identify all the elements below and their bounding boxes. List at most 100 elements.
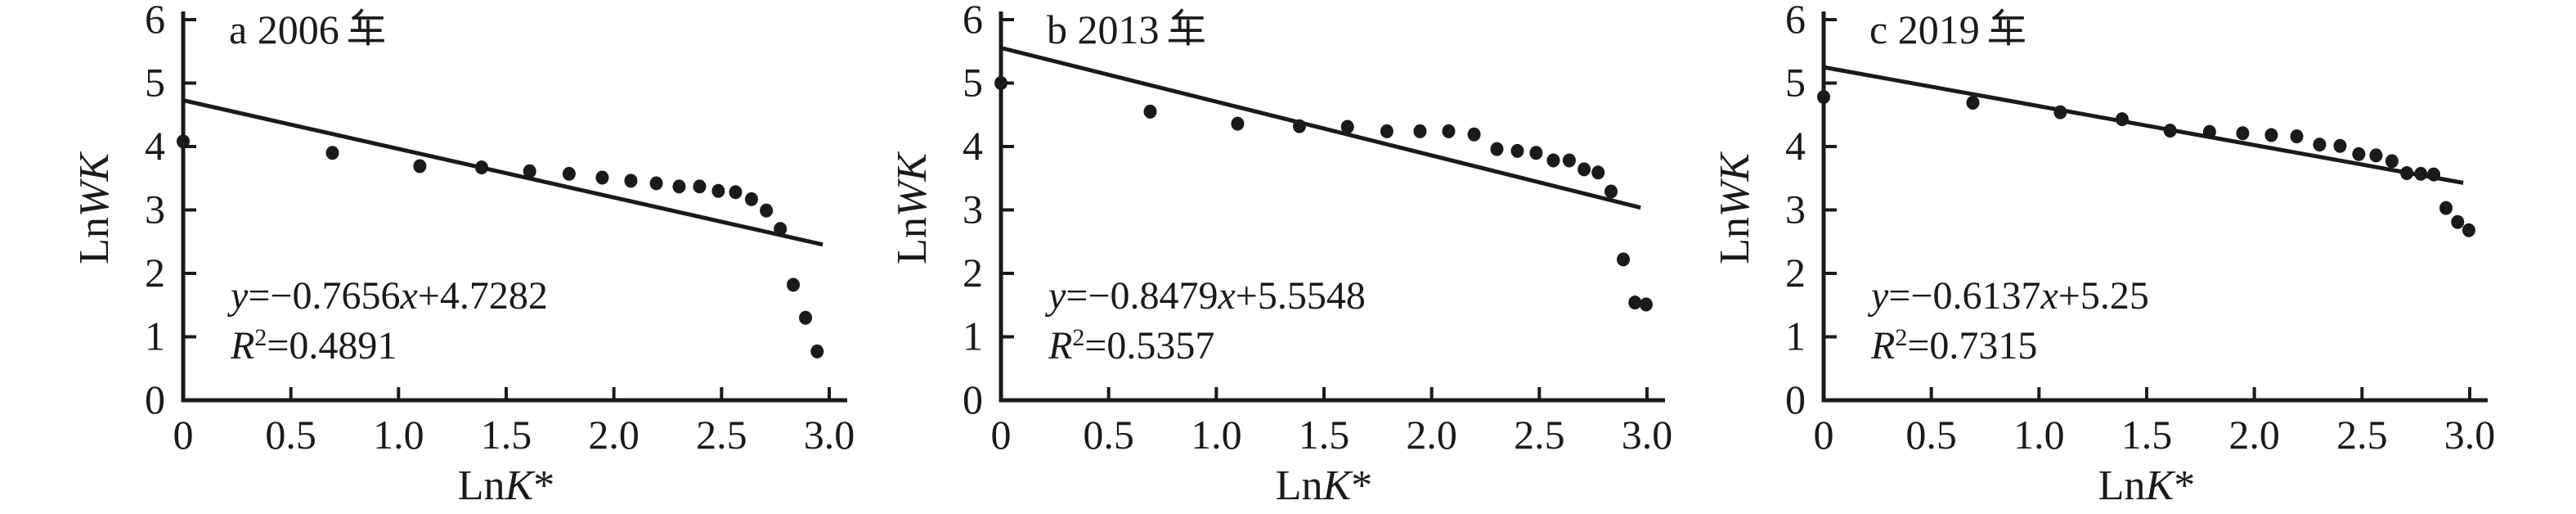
x-tick-label: 0.5 (1083, 412, 1134, 458)
x-tick-label: 2.5 (2336, 412, 2388, 458)
y-tick-label: 2 (145, 250, 165, 295)
x-axis-label: LnK* (458, 462, 554, 509)
data-point (1380, 124, 1393, 138)
year-glyph-strokes (1168, 8, 1205, 46)
data-point (787, 277, 801, 292)
data-point (1577, 162, 1591, 177)
y-tick-label: 6 (963, 0, 983, 42)
data-point (1413, 124, 1427, 138)
data-point (774, 222, 788, 237)
y-tick-label: 4 (963, 123, 983, 169)
panel-title: b 2013 (1047, 7, 1160, 52)
x-tick-label: 1.5 (1299, 412, 1350, 458)
data-point (2385, 154, 2399, 169)
y-tick-label: 2 (1785, 250, 1806, 295)
x-tick-label: 1.5 (481, 412, 532, 458)
r-squared-label: R2=0.5357 (1048, 324, 1214, 367)
x-tick-label: 2.0 (1406, 412, 1457, 458)
y-axis-label: LnWK (1717, 151, 1758, 264)
data-point (2439, 201, 2453, 215)
data-point (1340, 119, 1354, 134)
data-point (2369, 148, 2383, 163)
data-point (810, 344, 824, 358)
y-tick-label: 1 (145, 313, 165, 359)
data-point (523, 164, 536, 178)
year-character-glyph (1989, 8, 2025, 46)
year-character-glyph (1168, 8, 1205, 46)
chart-2013-svg: 0 0.5 1.0 1.5 2.0 2.5 3.0 0 1 2 3 4 5 6 LnK* LnWK b 2013… (889, 0, 1673, 509)
data-point (325, 146, 339, 160)
equation-label: y=−0.7656x+4.7282 (227, 274, 548, 318)
data-point (2264, 128, 2278, 142)
data-point (1529, 146, 1543, 160)
x-tick-label: 3.0 (804, 412, 855, 458)
panel-2006: 0 0.5 1.0 1.5 2.0 2.5 3.0 0 1 2 3 4 5 6 LnK* LnWK a 2006… (0, 0, 859, 514)
trend-line (182, 98, 824, 247)
data-point (994, 76, 1008, 90)
data-point (1490, 142, 1504, 156)
data-point (649, 176, 663, 191)
y-tick-label: 2 (963, 250, 983, 295)
data-point (2451, 214, 2465, 229)
data-point (2202, 124, 2216, 139)
equation-label: y=−0.6137x+5.25 (1867, 274, 2149, 318)
x-tick-label: 0 (1814, 412, 1834, 458)
y-tick-label: 5 (1785, 60, 1806, 106)
year-glyph-strokes (1989, 8, 2025, 46)
x-axis-label: LnK* (1276, 462, 1372, 509)
y-tick-label: 6 (1785, 0, 1806, 42)
y-tick-label: 3 (1785, 187, 1806, 232)
panel-title: a 2006 (229, 7, 339, 52)
x-tick-label: 3.0 (1622, 412, 1673, 458)
panel-title: c 2019 (1869, 7, 1980, 52)
panel-2013: 0 0.5 1.0 1.5 2.0 2.5 3.0 0 1 2 3 4 5 6 LnK* LnWK b 2013… (859, 0, 1717, 514)
x-tick-label: 2.0 (588, 412, 640, 458)
y-tick-label: 3 (145, 187, 165, 232)
data-point (1628, 295, 1642, 310)
data-point (2427, 167, 2441, 182)
trend-line (1823, 65, 2464, 185)
data-point (1442, 124, 1456, 138)
data-point (2290, 129, 2304, 144)
chart-2006-svg: 0 0.5 1.0 1.5 2.0 2.5 3.0 0 1 2 3 4 5 6 LnK* LnWK a 2006… (71, 0, 855, 509)
data-point (760, 203, 774, 218)
x-axis-label: LnK* (2098, 462, 2195, 509)
data-point (729, 185, 743, 200)
panel-2019: 0 0.5 1.0 1.5 2.0 2.5 3.0 0 1 2 3 4 5 6 LnK* LnWK c 2019… (1717, 0, 2576, 514)
data-point (2414, 166, 2428, 181)
chart-2019-svg: 0 0.5 1.0 1.5 2.0 2.5 3.0 0 1 2 3 4 5 6 LnK* LnWK c 2019… (1717, 0, 2495, 509)
x-tick-label: 2.5 (1514, 412, 1565, 458)
x-tick-label: 0 (173, 412, 194, 458)
data-point (1617, 252, 1631, 267)
y-axis-label: LnWK (71, 151, 118, 264)
data-point (474, 160, 488, 175)
data-point (413, 159, 427, 174)
data-point (1143, 104, 1157, 119)
data-point (177, 134, 190, 149)
year-character-glyph (348, 8, 384, 46)
trend-line (1000, 46, 1641, 210)
y-tick-label: 5 (963, 60, 983, 106)
data-point (1467, 127, 1481, 142)
y-tick-label: 1 (1785, 313, 1806, 359)
r-squared-label: R2=0.7315 (1870, 324, 2037, 367)
data-point (1966, 96, 1980, 110)
x-tick-label: 1.0 (373, 412, 424, 458)
data-point (1639, 297, 1653, 312)
data-point (2333, 138, 2347, 153)
x-tick-label: 1.0 (1191, 412, 1242, 458)
data-point (2236, 126, 2250, 141)
year-glyph-strokes (348, 8, 384, 46)
data-point (2163, 124, 2177, 138)
x-tick-label: 1.5 (2121, 412, 2173, 458)
y-tick-label: 1 (963, 313, 983, 359)
data-point (2313, 138, 2327, 152)
data-point (1817, 90, 1830, 105)
data-point (672, 179, 686, 194)
x-tick-label: 2.5 (696, 412, 747, 458)
y-tick-label: 0 (1785, 376, 1806, 422)
y-tick-label: 6 (145, 0, 165, 42)
y-tick-label: 0 (145, 376, 165, 422)
y-tick-label: 4 (145, 123, 165, 169)
x-tick-label: 0.5 (265, 412, 316, 458)
